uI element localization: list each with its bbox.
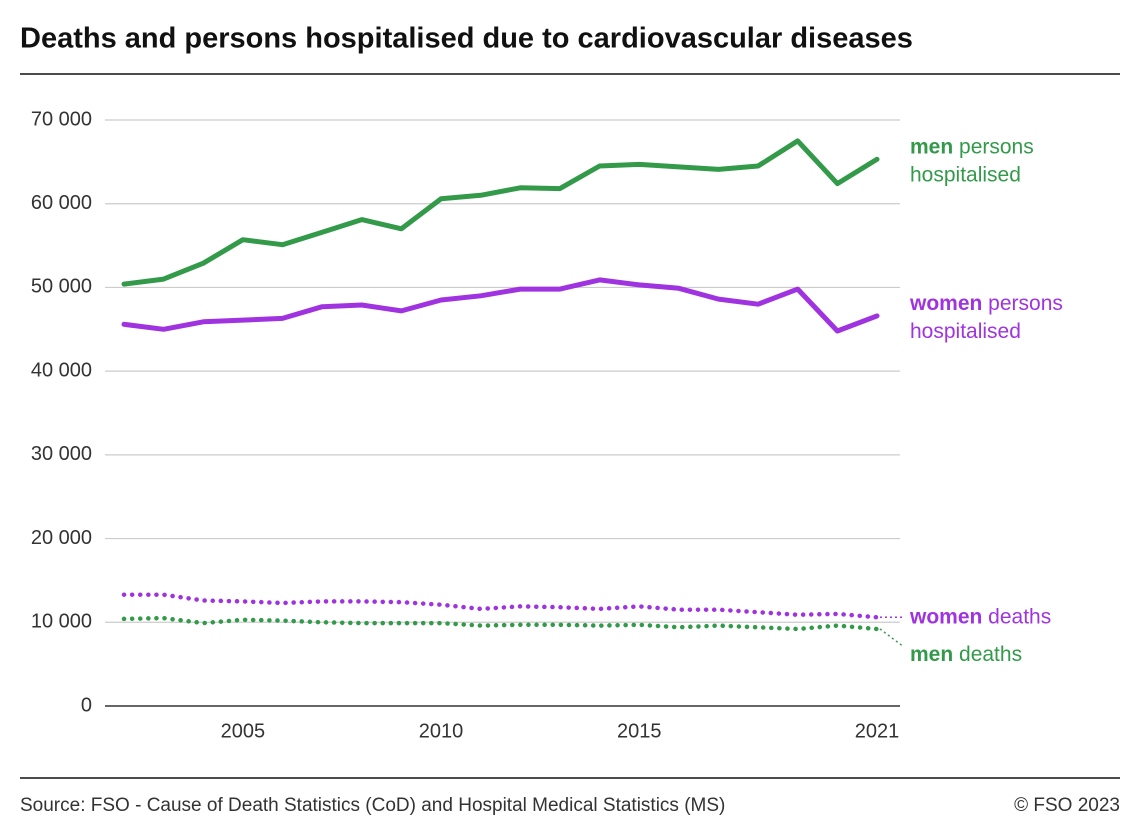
series-line <box>121 138 880 287</box>
x-tick-label: 2005 <box>221 720 266 742</box>
y-tick-label: 60 000 <box>31 192 92 214</box>
label-part: women <box>909 605 982 628</box>
credit: © FSO 2023 <box>1014 795 1120 816</box>
series-label: men persons hospitalised <box>910 135 1034 186</box>
y-tick-label: 30 000 <box>31 443 92 465</box>
x-tick-label: 2010 <box>419 720 464 742</box>
label-part: deaths <box>982 605 1051 628</box>
label-part: hospitalised <box>910 163 1021 186</box>
label-part: persons <box>982 291 1063 314</box>
source: Source: FSO - Cause of Death Statistics … <box>20 795 725 816</box>
y-tick-label: 10 000 <box>31 611 92 633</box>
label-part: men <box>910 135 953 158</box>
y-tick-label: 40 000 <box>31 359 92 381</box>
series-label: women deaths <box>909 605 1051 628</box>
label-part: hospitalised <box>910 319 1021 342</box>
y-tick-label: 20 000 <box>31 527 92 549</box>
label-part: men <box>910 643 953 666</box>
label-part: persons <box>953 135 1034 158</box>
series-label: women persons hospitalised <box>909 291 1063 342</box>
y-tick-label: 70 000 <box>31 108 92 130</box>
series-label: men deaths <box>910 643 1022 666</box>
y-tick-label: 50 000 <box>31 276 92 298</box>
y-tick-label: 0 <box>81 694 92 716</box>
x-tick-label: 2015 <box>617 720 662 742</box>
series-line <box>121 277 880 334</box>
label-connector <box>879 628 905 648</box>
chart-title: Deaths and persons hospitalised due to c… <box>20 23 913 55</box>
series-line <box>121 615 880 632</box>
label-part: deaths <box>953 643 1022 666</box>
label-part: women <box>909 291 982 314</box>
x-tick-label: 2021 <box>855 720 900 742</box>
series-line <box>121 592 880 620</box>
